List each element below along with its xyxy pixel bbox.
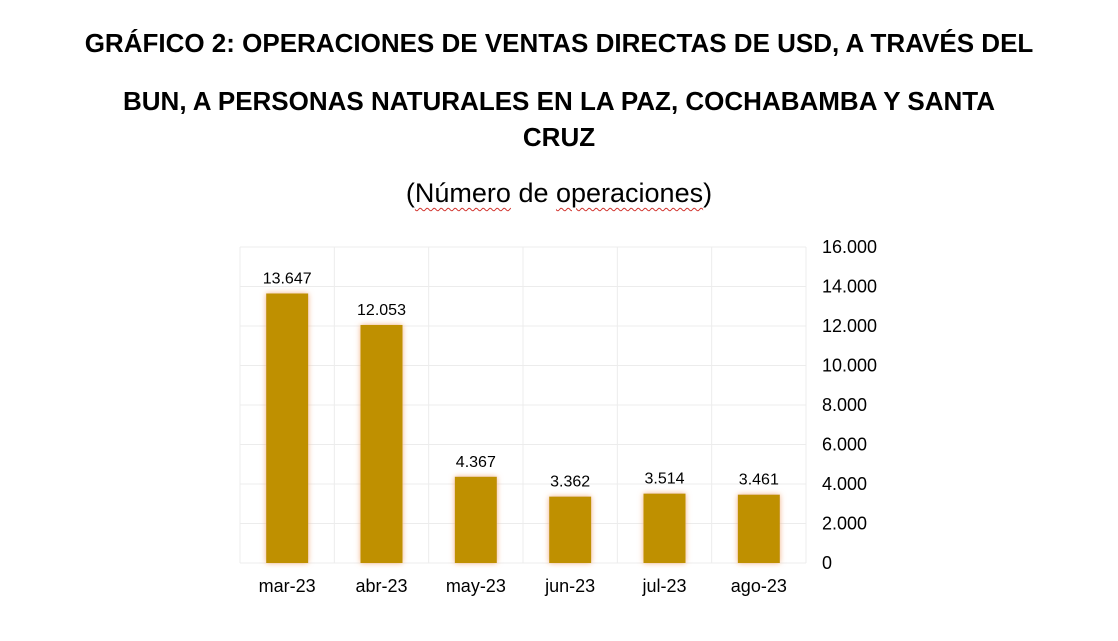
bar-jun-23: [549, 496, 592, 563]
y-tick-label: 6.000: [822, 435, 867, 455]
y-tick-label: 16.000: [822, 237, 877, 257]
y-tick-label: 12.000: [822, 316, 877, 336]
bar-mar-23: [266, 293, 309, 563]
subtitle-word-de: de: [510, 178, 556, 208]
value-label-jun-23: 3.362: [550, 474, 590, 491]
chart-title-line-2: BUN, A PERSONAS NATURALES EN LA PAZ, COC…: [123, 86, 995, 116]
subtitle-open-paren: (: [405, 178, 415, 208]
subtitle-word-numero: Número: [414, 178, 511, 208]
bar-jul-23: [643, 493, 686, 563]
bar-ago-23: [737, 494, 780, 563]
value-label-ago-23: 3.461: [739, 472, 779, 489]
y-axis: 0 2.000 4.000 6.000 8.000 10.000 12.000 14.000 1…: [822, 237, 877, 573]
chart-subtitle: (Número de operaciones): [0, 178, 1118, 209]
y-tick-label: 2.000: [822, 514, 867, 534]
value-label-jul-23: 3.514: [644, 471, 684, 488]
chart-title-line-1: GRÁFICO 2: OPERACIONES DE VENTAS DIRECTA…: [84, 28, 1034, 58]
x-tick-label-ago-23: ago-23: [731, 576, 787, 596]
y-tick-label: 4.000: [822, 474, 867, 494]
value-label-abr-23: 12.053: [357, 302, 406, 319]
bars: [266, 293, 780, 563]
y-tick-label: 14.000: [822, 277, 877, 297]
x-tick-label-abr-23: abr-23: [355, 576, 407, 596]
x-tick-label-jun-23: jun-23: [544, 576, 595, 596]
x-tick-label-jul-23: jul-23: [641, 576, 686, 596]
x-tick-label-may-23: may-23: [446, 576, 506, 596]
y-tick-label: 8.000: [822, 395, 867, 415]
x-tick-label-mar-23: mar-23: [259, 576, 316, 596]
bar-may-23: [454, 476, 497, 563]
bar-abr-23: [360, 324, 403, 563]
subtitle-word-operaciones: operaciones: [555, 178, 704, 208]
x-axis: mar-23 abr-23 may-23 jun-23 jul-23 ago-23: [259, 576, 787, 596]
gridlines: [239, 246, 807, 564]
value-label-mar-23: 13.647: [263, 270, 312, 287]
chart-title-line-3: CRUZ: [522, 122, 596, 152]
subtitle-close-paren: ): [703, 178, 713, 208]
value-labels: 13.647 12.053 4.367 3.362 3.514 3.461: [263, 270, 779, 490]
value-label-may-23: 4.367: [456, 454, 496, 471]
y-tick-label: 0: [822, 553, 832, 573]
y-tick-label: 10.000: [822, 356, 877, 376]
